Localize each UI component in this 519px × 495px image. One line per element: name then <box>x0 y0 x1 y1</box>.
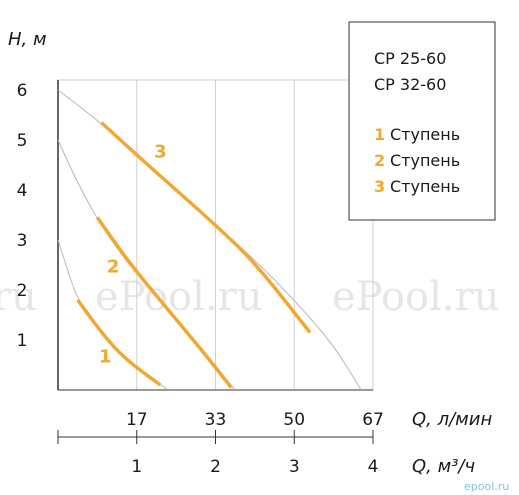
curve-label-2: 2 <box>107 257 120 278</box>
x-secondary-ticks: 1 2 3 4 <box>57 430 379 477</box>
legend-model-1: CP 25-60 <box>374 49 446 68</box>
legend-entry-1-num: 1 <box>374 125 385 144</box>
y-tick-label-1: 1 <box>17 331 28 351</box>
grid-vertical <box>136 80 374 390</box>
x-secondary-tick-label-1: 2 <box>210 457 221 477</box>
y-tick-label-3: 3 <box>17 231 28 251</box>
y-tick-label-4: 4 <box>17 181 28 201</box>
y-tick-label-6: 6 <box>17 81 28 101</box>
x-primary-axis-title: Q, л/мин <box>412 409 492 430</box>
x-secondary-tick-label-2: 3 <box>289 457 300 477</box>
working-curve-2 <box>95 216 233 389</box>
x-secondary-tick-label-3: 4 <box>368 457 379 477</box>
curve-labels: 1 2 3 <box>99 142 167 368</box>
x-secondary-axis: 1 2 3 4 <box>57 430 379 477</box>
x-primary-tick-label-2: 50 <box>283 410 305 430</box>
watermark-center: ePool.ru <box>95 274 263 320</box>
watermark-right: ePool.ru <box>332 274 500 320</box>
working-curve-1 <box>76 298 162 387</box>
working-curves <box>76 121 312 389</box>
x-primary-tick-label-1: 33 <box>205 410 227 430</box>
legend-entry-2-num: 2 <box>374 151 385 170</box>
legend-entry-3-text: Ступень <box>390 177 460 196</box>
envelope-curve-3 <box>57 89 362 391</box>
legend-entry-3-num: 3 <box>374 177 385 196</box>
legend-entry-2-text: Ступень <box>390 151 460 170</box>
site-badge: epool.ru <box>464 480 509 493</box>
y-tick-labels: 1 2 3 4 5 6 <box>17 81 28 351</box>
legend-entry-1-text: Ступень <box>390 125 460 144</box>
x-secondary-tick-label-0: 1 <box>131 457 142 477</box>
plot-area <box>57 79 374 391</box>
y-axis-title: H, м <box>8 29 47 50</box>
working-curve-3 <box>100 121 312 334</box>
legend: CP 25-60 CP 32-60 1 Ступень 2 Ступень 3 … <box>348 21 496 221</box>
watermark-left: ru <box>0 274 37 320</box>
legend-box <box>348 21 496 221</box>
envelope-curve-2 <box>57 139 236 391</box>
y-tick-label-2: 2 <box>17 281 28 301</box>
legend-model-2: CP 32-60 <box>374 75 446 94</box>
envelope-curves <box>57 89 362 391</box>
x-secondary-axis-title: Q, м³/ч <box>412 456 475 477</box>
x-primary-tick-label-3: 67 <box>362 410 384 430</box>
curve-label-1: 1 <box>99 347 112 368</box>
x-primary-tick-labels: 17 33 50 67 <box>126 410 384 430</box>
watermark-group: ru ePool.ru ePool.ru <box>0 274 500 320</box>
y-tick-label-5: 5 <box>17 131 28 151</box>
x-primary-tick-label-0: 17 <box>126 410 148 430</box>
curve-label-3: 3 <box>154 142 167 163</box>
